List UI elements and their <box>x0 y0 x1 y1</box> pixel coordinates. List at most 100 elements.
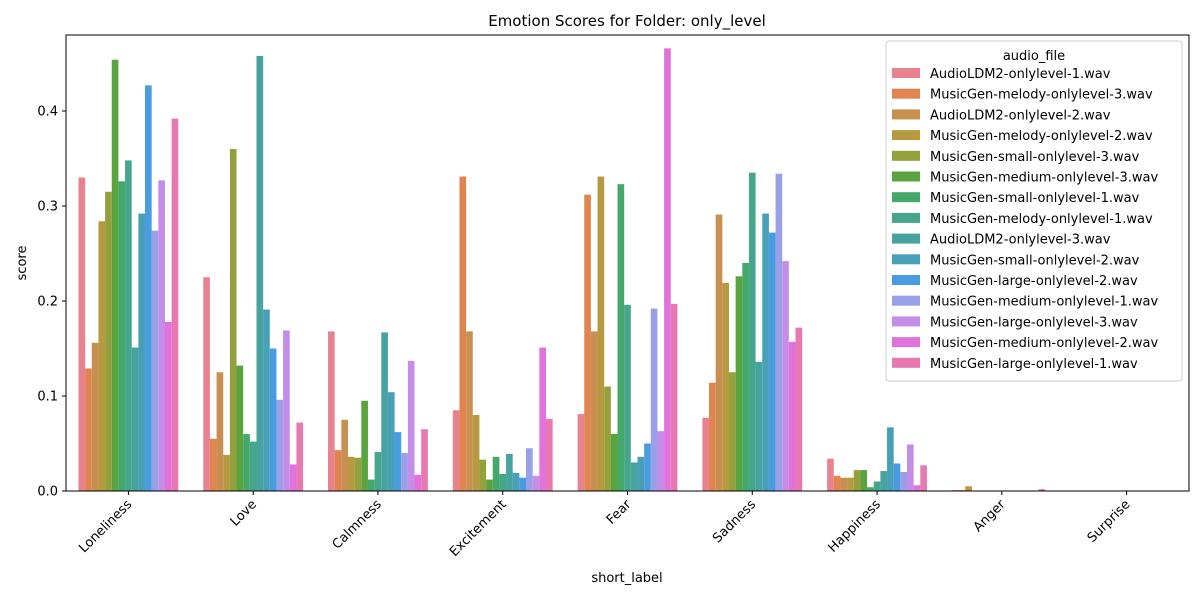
legend-swatch <box>892 88 920 99</box>
bar-calmness-1 <box>334 450 342 491</box>
bar-happiness-14 <box>920 465 927 491</box>
bar-excitement-10 <box>519 477 527 491</box>
legend-label: AudioLDM2-onlylevel-3.wav <box>930 233 1111 248</box>
y-tick-label: 0.1 <box>37 390 58 405</box>
bar-sadness-14 <box>795 327 803 491</box>
bar-calmness-13 <box>414 474 422 491</box>
y-ticks-group: 0.0 0.1 0.2 0.3 0.4 <box>37 105 66 500</box>
bar-love-6 <box>243 434 250 491</box>
bar-anger-13 <box>1038 489 1046 491</box>
legend-swatch <box>892 295 920 306</box>
bar-fear-14 <box>670 303 678 491</box>
bar-love-9 <box>263 309 270 491</box>
bars-group <box>78 48 1046 492</box>
y-tick-label: 0.3 <box>37 200 58 215</box>
plot-frame <box>65 34 1190 492</box>
legend-label: MusicGen-melody-onlylevel-1.wav <box>930 212 1153 227</box>
x-tick-label: Surprise <box>1085 497 1134 546</box>
legend-swatch <box>892 233 920 244</box>
bar-excitement-6 <box>492 456 500 491</box>
bar-calmness-7 <box>374 452 382 491</box>
legend-swatch <box>892 68 920 78</box>
bar-fear-1 <box>584 194 591 491</box>
bar-fear-12 <box>657 431 665 491</box>
bar-sadness-0 <box>702 417 710 491</box>
bar-sadness-13 <box>788 341 796 491</box>
bar-excitement-13 <box>539 347 546 491</box>
bar-happiness-9 <box>887 427 894 491</box>
bar-fear-11 <box>650 308 658 491</box>
bar-loneliness-13 <box>164 321 172 491</box>
legend-items: AudioLDM2-onlylevel-1.wav MusicGen-melody… <box>892 67 1158 372</box>
bar-love-3 <box>223 454 230 491</box>
x-tick-label: Sadness <box>710 497 759 546</box>
legend-swatch <box>892 357 920 368</box>
bar-happiness-11 <box>900 472 907 491</box>
legend-label: MusicGen-medium-onlylevel-1.wav <box>930 295 1158 310</box>
y-axis-label: score <box>15 246 30 281</box>
bar-happiness-1 <box>833 475 841 491</box>
bar-sadness-10 <box>768 232 776 491</box>
bar-excitement-2 <box>466 331 473 491</box>
legend-swatch <box>892 212 920 223</box>
bar-love-1 <box>209 438 217 491</box>
bar-love-10 <box>269 348 277 491</box>
bar-happiness-3 <box>847 477 854 491</box>
bar-sadness-12 <box>782 261 789 491</box>
bar-calmness-5 <box>361 400 368 491</box>
bar-love-2 <box>216 372 224 491</box>
chart-title: Emotion Scores for Folder: only_level <box>488 12 766 31</box>
legend-label: MusicGen-small-onlylevel-2.wav <box>930 253 1140 268</box>
bar-happiness-0 <box>827 458 834 491</box>
legend-frame <box>885 40 1183 382</box>
bar-calmness-3 <box>348 456 355 491</box>
legend: audio_file AudioLDM2-onlylevel-1.wav Musi… <box>885 40 1183 382</box>
bar-loneliness-2 <box>91 342 99 491</box>
legend-label: AudioLDM2-onlylevel-2.wav <box>930 108 1111 123</box>
bar-calmness-10 <box>394 432 402 491</box>
bar-fear-8 <box>630 462 638 491</box>
legend-swatch <box>892 254 920 265</box>
legend-label: MusicGen-small-onlylevel-1.wav <box>930 191 1140 206</box>
bar-fear-4 <box>604 386 611 491</box>
bar-love-13 <box>289 464 297 491</box>
bar-love-14 <box>296 422 304 491</box>
bar-love-5 <box>236 365 244 491</box>
bar-sadness-11 <box>775 173 783 491</box>
bar-excitement-8 <box>506 453 513 491</box>
bar-loneliness-8 <box>131 347 139 491</box>
bar-fear-2 <box>590 331 598 491</box>
x-tick-label: Love <box>228 497 260 529</box>
x-tick-label: Fear <box>604 497 635 528</box>
y-tick-label: 0.0 <box>37 485 58 500</box>
bar-loneliness-1 <box>85 368 92 491</box>
legend-swatch <box>892 337 920 348</box>
bar-sadness-8 <box>755 361 763 491</box>
legend-swatch <box>892 316 920 327</box>
x-tick-label: Excitement <box>447 497 510 560</box>
bar-happiness-8 <box>880 471 888 491</box>
bar-fear-10 <box>644 443 651 491</box>
bar-happiness-4 <box>853 470 861 491</box>
bar-happiness-13 <box>913 485 921 491</box>
bar-loneliness-10 <box>145 85 152 491</box>
bar-fear-0 <box>577 414 585 491</box>
bar-excitement-5 <box>486 479 493 491</box>
bar-loneliness-3 <box>98 221 106 491</box>
bar-sadness-6 <box>742 263 749 491</box>
legend-label: MusicGen-melody-onlylevel-3.wav <box>930 88 1153 103</box>
bar-fear-5 <box>610 434 618 491</box>
bar-love-4 <box>229 149 237 491</box>
bar-calmness-8 <box>381 332 388 491</box>
bar-love-12 <box>283 330 290 491</box>
bar-calmness-4 <box>354 457 362 491</box>
bar-happiness-12 <box>907 444 914 491</box>
bar-sadness-5 <box>735 276 743 491</box>
legend-label: AudioLDM2-onlylevel-1.wav <box>930 67 1111 82</box>
x-ticks-group: Loneliness Love Calmness Excitement Fear Sadn… <box>76 491 1133 560</box>
bar-excitement-7 <box>499 473 507 491</box>
x-axis-label: short_label <box>591 571 662 586</box>
bar-loneliness-6 <box>118 181 126 492</box>
bar-happiness-10 <box>893 463 901 491</box>
